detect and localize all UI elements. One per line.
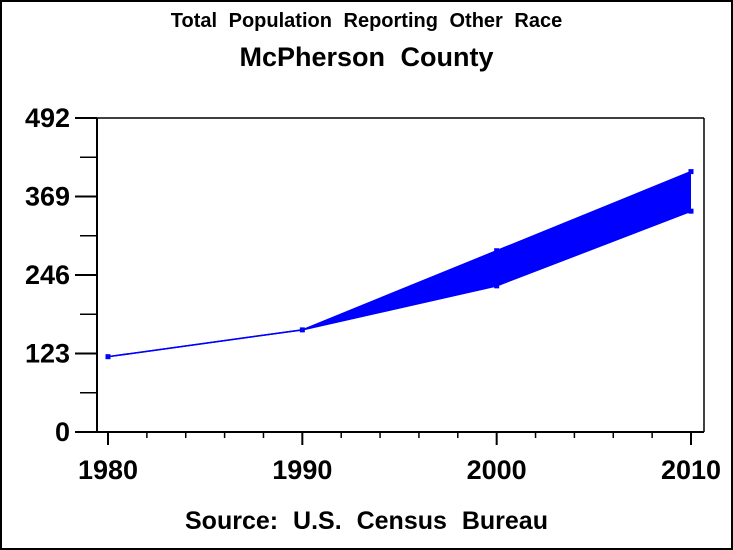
source-note: Source: U.S. Census Bureau [185,507,548,535]
data-point-marker [494,248,500,254]
data-point-marker [494,283,500,289]
data-point-marker [299,327,305,333]
y-tick-label: 246 [25,260,70,290]
data-point-marker [688,208,694,214]
x-tick-label: 2010 [661,455,721,485]
data-point-marker [105,354,111,360]
lower-line [107,210,692,358]
y-tick-label: 123 [25,339,70,369]
x-tick-label: 2000 [467,455,527,485]
upper-line [107,170,692,358]
band-fill [108,171,691,357]
y-tick-label: 492 [25,103,70,133]
chart-title: Total Population Reporting Other Race [170,10,563,32]
y-tick-label: 369 [25,182,70,212]
x-tick-label: 1980 [78,455,138,485]
data-point-marker [688,169,694,175]
x-tick-label: 1990 [272,455,332,485]
y-tick-label: 0 [55,417,70,447]
chart-subtitle: McPherson County [239,42,494,72]
